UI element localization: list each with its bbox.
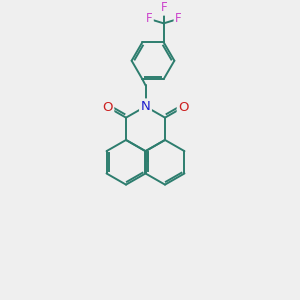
Text: F: F (146, 12, 152, 26)
Text: F: F (175, 12, 181, 26)
Text: N: N (141, 100, 150, 113)
Text: O: O (102, 100, 113, 113)
Text: O: O (178, 100, 189, 113)
Text: F: F (160, 1, 167, 14)
